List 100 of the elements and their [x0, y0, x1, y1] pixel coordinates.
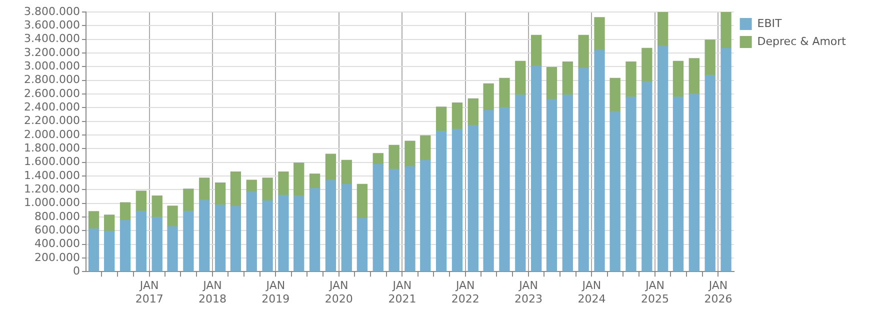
bar	[483, 110, 494, 272]
y-tick-label: 400.000	[34, 237, 80, 250]
bar	[578, 68, 589, 272]
y-tick-label: 2.200.000	[24, 114, 80, 128]
bar	[120, 220, 131, 272]
bar	[167, 206, 178, 227]
bar	[230, 206, 242, 272]
y-tick-label: 3.400.000	[24, 32, 80, 46]
bar	[309, 188, 320, 272]
bar	[183, 210, 194, 272]
bar	[88, 228, 100, 272]
bar	[468, 125, 478, 272]
bar	[356, 184, 368, 219]
x-tick-label: JAN 2017	[135, 279, 164, 306]
bar	[672, 96, 684, 272]
bar	[530, 34, 542, 66]
bar	[167, 226, 178, 272]
bar	[658, 12, 668, 46]
y-tick-label: 0	[72, 264, 80, 278]
bar	[642, 48, 652, 82]
bar	[610, 78, 620, 112]
bar	[372, 164, 384, 272]
bar	[610, 111, 620, 272]
bar	[183, 188, 194, 212]
y-tick-label: 2.000.000	[24, 128, 80, 141]
bar	[278, 194, 289, 272]
bar	[499, 78, 510, 108]
bar	[436, 130, 447, 272]
bar	[483, 83, 494, 111]
legend-label: Deprec & Amort	[757, 34, 847, 48]
y-tick-label: 1.800.000	[24, 141, 80, 154]
bar	[294, 195, 304, 272]
x-tick-label: JAN 2026	[704, 279, 732, 306]
y-tick-label: 200.000	[34, 250, 80, 264]
bar	[452, 128, 463, 272]
bar	[309, 174, 320, 189]
y-tick-label: 2.800.000	[24, 73, 80, 86]
bar	[672, 60, 684, 98]
y-tick-label: 2.600.000	[24, 86, 80, 100]
bar	[704, 74, 716, 272]
bar	[546, 99, 558, 272]
bar	[294, 162, 304, 196]
bar	[356, 218, 368, 272]
bar	[88, 211, 100, 229]
bar	[136, 190, 147, 212]
bar	[388, 168, 400, 272]
legend-label: EBIT	[757, 16, 782, 30]
bar	[658, 46, 668, 272]
bar	[278, 172, 289, 196]
bar	[626, 96, 636, 272]
bar	[515, 60, 526, 95]
bar	[199, 200, 210, 272]
bar	[546, 67, 558, 100]
bar	[562, 62, 573, 95]
x-tick-label: JAN 2022	[451, 279, 480, 306]
bar	[704, 40, 716, 76]
bar	[104, 230, 115, 272]
bar	[420, 160, 431, 272]
bar	[214, 204, 226, 272]
bar	[404, 140, 416, 167]
bar	[720, 12, 732, 49]
bar	[341, 160, 352, 184]
y-tick-label: 3.200.000	[24, 46, 80, 59]
bar	[499, 107, 510, 272]
bar	[341, 184, 352, 272]
bar	[642, 81, 652, 272]
bar	[246, 191, 257, 272]
y-tick-label: 2.400.000	[24, 100, 80, 114]
bar	[325, 154, 336, 180]
x-tick-label: JAN 2018	[198, 279, 226, 306]
x-tick-label: JAN 2023	[514, 279, 543, 306]
bar	[152, 195, 162, 218]
bar	[626, 62, 636, 98]
y-tick-label: 800.000	[34, 210, 80, 223]
bar	[136, 210, 147, 272]
x-tick-label: JAN 2025	[641, 279, 670, 306]
bar	[436, 106, 447, 132]
y-tick-label: 1.400.000	[24, 168, 80, 182]
bar	[230, 172, 242, 206]
bar	[530, 66, 542, 272]
bar	[120, 202, 131, 221]
x-tick-label: JAN 2019	[262, 279, 290, 306]
y-tick-label: 1.000.000	[24, 196, 80, 210]
bar	[372, 153, 384, 165]
bar	[104, 214, 115, 232]
x-tick-label: JAN 2020	[324, 279, 353, 306]
x-tick-label: JAN 2021	[388, 279, 416, 306]
bar	[388, 144, 400, 170]
y-tick-label: 600.000	[34, 223, 80, 236]
bar	[688, 94, 700, 272]
y-tick-label: 1.200.000	[24, 182, 80, 196]
bar	[562, 94, 573, 272]
bar	[152, 216, 162, 272]
bar	[214, 182, 226, 205]
bar	[578, 34, 589, 68]
y-tick-label: 3.600.000	[24, 18, 80, 32]
bar	[468, 98, 478, 126]
bar	[262, 178, 273, 201]
bar	[420, 135, 431, 161]
bar	[594, 17, 605, 51]
